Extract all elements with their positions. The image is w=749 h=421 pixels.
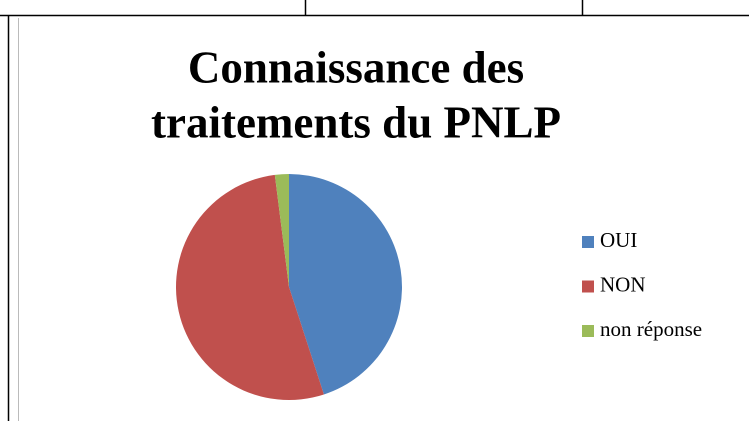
- chart-title: Connaissance des: [188, 42, 524, 92]
- pie-slice: [274, 174, 289, 287]
- pie: [176, 174, 402, 400]
- legend-swatch: [582, 325, 594, 337]
- legend-label: NON: [600, 272, 646, 296]
- legend-label: OUI: [600, 228, 637, 252]
- pie-slice: [176, 174, 324, 400]
- chart-title: traitements du PNLP: [151, 97, 561, 147]
- legend-label: non réponse: [600, 317, 702, 341]
- legend-swatch: [582, 236, 594, 248]
- legend-swatch: [582, 280, 594, 293]
- legend: OUI NON non réponse: [582, 228, 702, 341]
- pie-slice: [289, 174, 402, 395]
